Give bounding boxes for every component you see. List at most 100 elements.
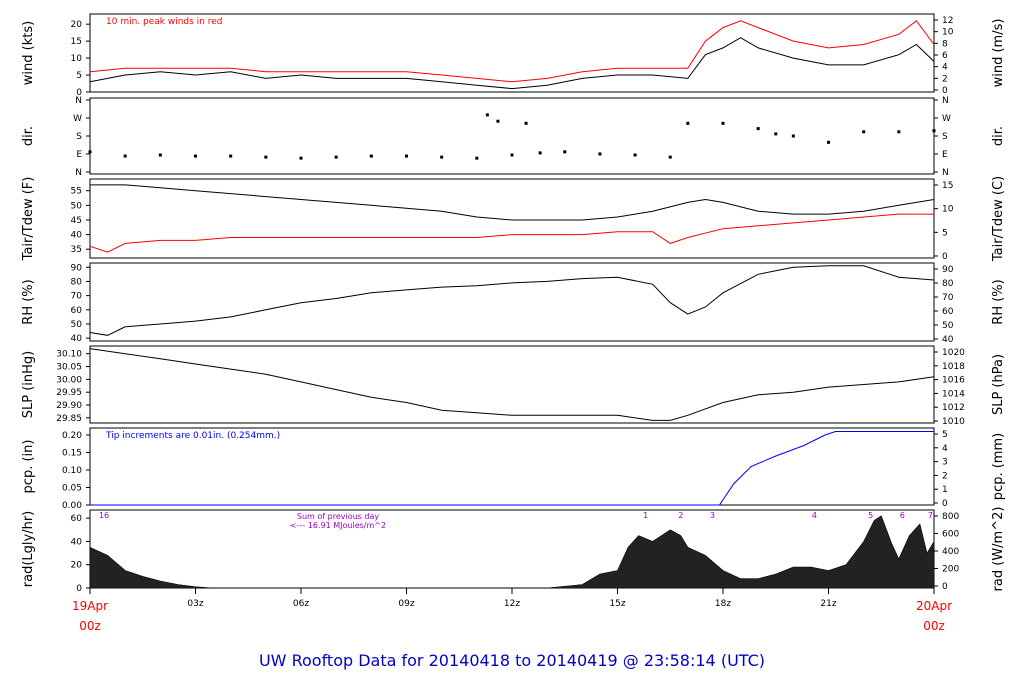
- temp-series-line: [89, 213, 934, 253]
- rh-left-tick-label: 90: [71, 263, 83, 273]
- dir-point: [485, 113, 489, 117]
- pcp-series-line: [90, 431, 934, 506]
- rh-right-tick-label: 90: [942, 265, 954, 275]
- time-tick-label: 12z: [504, 599, 520, 609]
- pcp-right-tick-label: 3: [942, 458, 948, 468]
- panel-temp: 35 40 45 50 55 0 5 10 15 Tair/Tdew (F) Tair/Tdew (…: [21, 176, 1006, 262]
- slp-frame: [89, 345, 935, 424]
- pcp-left-tick-label: 0.15: [62, 449, 82, 459]
- dir-left-tick-label: E: [76, 150, 82, 160]
- dir-point: [496, 119, 500, 123]
- dir-point: [194, 154, 197, 158]
- dir-point: [897, 130, 901, 134]
- time-tick-label: 15z: [609, 599, 625, 609]
- dir-point: [932, 129, 936, 133]
- dir-point: [827, 140, 830, 144]
- panel-slp: 29.85 29.90 29.95 30.00 30.05 30.10 1010 1012 10…: [21, 345, 1006, 427]
- rad-left-tick-label: 0: [76, 584, 82, 594]
- dir-left-tick-label: W: [73, 114, 82, 124]
- dir-point: [264, 155, 268, 159]
- time-tick-label: 03z: [187, 599, 203, 609]
- rad-right-tick-label: 600: [942, 530, 959, 540]
- rh-left-tick-label: 60: [71, 306, 83, 316]
- rh-right-axis-label: RH (%): [991, 279, 1006, 324]
- dir-point: [862, 130, 866, 134]
- time-tick-label: 06z: [293, 599, 309, 609]
- rad-hour-marker: 6: [900, 511, 905, 520]
- slp-series-line: [89, 348, 935, 421]
- temp-left-tick-label: 40: [71, 231, 83, 241]
- temp-right-tick-label: 0: [942, 252, 948, 262]
- rad-hour-marker: 16: [99, 511, 109, 520]
- pcp-annotation: Tip increments are 0.01in. (0.254mm.): [105, 431, 280, 441]
- rad-hour-marker: 7: [928, 511, 933, 520]
- pcp-right-tick-label: 0: [942, 499, 948, 509]
- rad-left-tick-label: 20: [71, 561, 83, 571]
- slp-left-tick-label: 29.90: [56, 401, 82, 411]
- rh-right-tick-label: 60: [942, 307, 954, 317]
- dir-point: [369, 154, 373, 158]
- dir-left-tick-label: N: [75, 96, 82, 106]
- pcp-right-tick-label: 2: [942, 471, 948, 481]
- rad-hour-marker: 1: [643, 511, 648, 520]
- rh-right-tick-label: 70: [942, 293, 954, 303]
- temp-right-axis-label: Tair/Tdew (C): [991, 176, 1006, 262]
- rad-left-tick-label: 60: [71, 514, 83, 524]
- dir-left-tick-label: S: [76, 132, 82, 142]
- temp-left-tick-label: 45: [71, 216, 82, 226]
- dir-right-tick-label: S: [942, 132, 948, 142]
- rh-left-tick-label: 50: [71, 320, 83, 330]
- time-axis: 03z 06z 09z 12z 15z 18z 21z 19Apr 00z 20Apr 00z: [72, 588, 952, 633]
- wind-right-tick-label: 10: [942, 28, 954, 38]
- pcp-right-tick-label: 4: [942, 444, 948, 454]
- pcp-left-axis-label: pcp. (in): [21, 440, 36, 494]
- rad-hour-marker: 3: [710, 511, 715, 520]
- dir-left-axis-label: dir.: [21, 126, 36, 146]
- rh-left-tick-label: 70: [71, 292, 83, 302]
- rad-sum-value: <--- 16.91 MJoules/m^2: [290, 521, 386, 530]
- rh-series-line: [89, 265, 935, 336]
- pcp-right-tick-label: 1: [942, 485, 948, 495]
- dir-right-tick-label: W: [942, 114, 951, 124]
- wind-right-tick-label: 2: [942, 74, 948, 84]
- dir-right-tick-label: E: [942, 150, 948, 160]
- time-start-date: 19Apr: [72, 599, 108, 613]
- dir-point: [405, 154, 408, 158]
- rad-right-axis-label: rad (W/m^2): [991, 507, 1006, 592]
- dir-point: [598, 152, 602, 156]
- rh-left-axis-label: RH (%): [21, 279, 36, 324]
- chart-title: UW Rooftop Data for 20140418 to 20140419…: [259, 651, 765, 670]
- rh-right-tick-label: 80: [942, 279, 954, 289]
- rh-right-tick-label: 50: [942, 321, 954, 331]
- rad-left-axis-label: rad(Lgly/hr): [21, 511, 36, 587]
- wind-series-line: [89, 37, 935, 90]
- time-start-hour: 00z: [79, 619, 101, 633]
- dir-point: [334, 155, 338, 159]
- slp-right-tick-label: 1012: [942, 403, 965, 413]
- wind-left-tick-label: 5: [76, 71, 82, 81]
- dir-point: [475, 156, 479, 160]
- dir-point: [524, 121, 528, 125]
- temp-right-tick-label: 10: [942, 205, 954, 215]
- dir-point: [791, 134, 795, 138]
- wind-left-tick-label: 15: [71, 37, 82, 47]
- temp-left-tick-label: 50: [71, 201, 83, 211]
- dir-point: [538, 151, 542, 155]
- slp-left-tick-label: 30.10: [56, 350, 82, 360]
- time-end-hour: 00z: [923, 619, 945, 633]
- wind-series-line: [89, 20, 935, 83]
- dir-point: [510, 153, 514, 157]
- slp-right-tick-label: 1010: [942, 417, 965, 427]
- dir-right-axis-label: dir.: [991, 126, 1006, 146]
- dir-point: [158, 153, 162, 157]
- time-end-date: 20Apr: [916, 599, 952, 613]
- slp-left-tick-label: 30.05: [56, 363, 82, 373]
- rad-right-tick-label: 400: [942, 547, 959, 557]
- wind-right-tick-label: 8: [942, 39, 948, 49]
- wind-left-tick-label: 0: [76, 88, 82, 98]
- slp-left-axis-label: SLP (inHg): [21, 351, 36, 419]
- rh-left-tick-label: 40: [71, 334, 83, 344]
- time-tick-label: 21z: [820, 599, 836, 609]
